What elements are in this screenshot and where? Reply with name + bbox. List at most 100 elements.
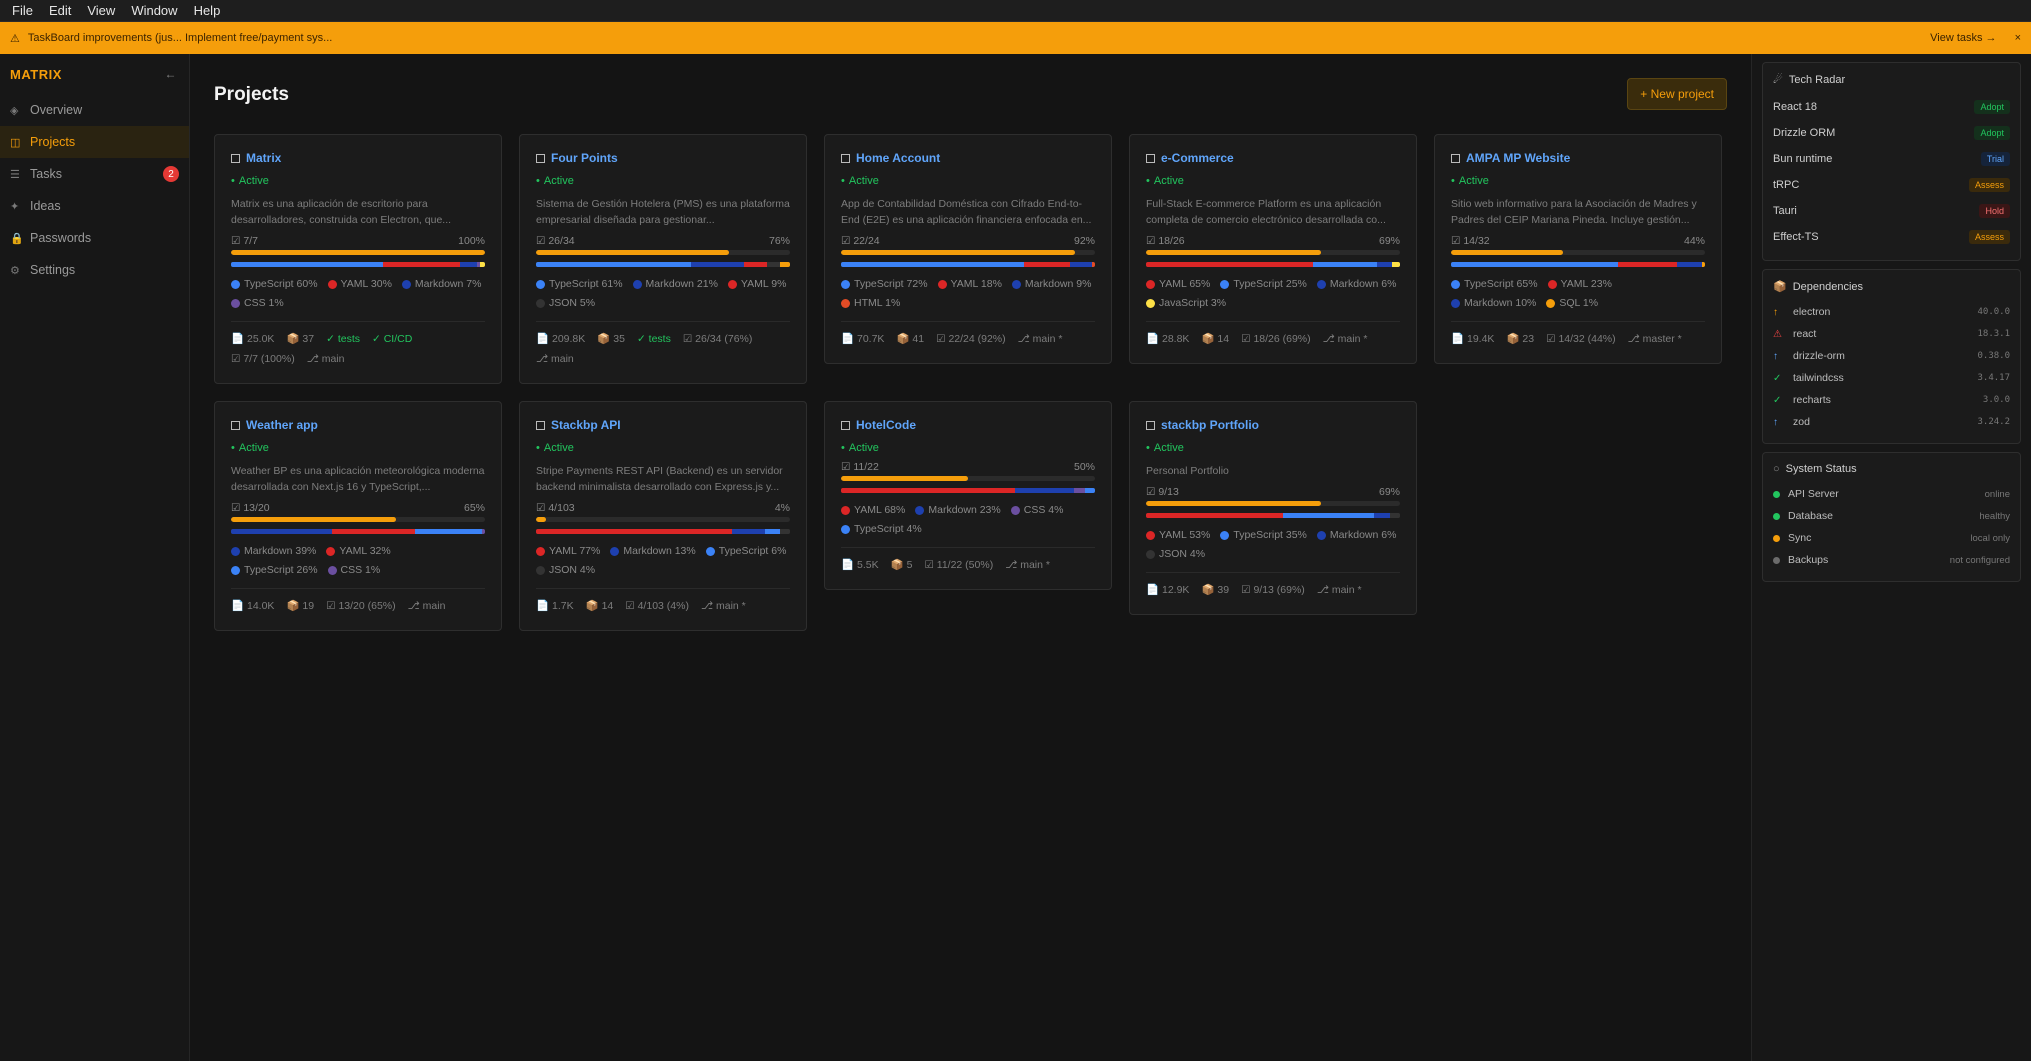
project-name[interactable]: Home Account [856,151,941,165]
language-bar [1146,513,1400,518]
project-name[interactable]: HotelCode [856,418,916,432]
meta-item: ☑ 14/32 (44%) [1546,333,1616,345]
project-name[interactable]: Weather app [246,418,318,432]
collapse-sidebar-icon[interactable]: ← [164,67,177,81]
right-panel: ☄ Tech Radar React 18 Adopt Drizzle ORM Adop… [1751,54,2031,1061]
project-name[interactable]: Matrix [246,151,282,165]
dependency-version: 0.38.0 [1977,351,2010,361]
project-title[interactable]: e-Commerce [1146,151,1400,165]
project-card[interactable]: Home Account Active App de Contabilidad … [824,134,1112,364]
project-title[interactable]: Stackbp API [536,418,790,432]
language-item: TypeScript 35% [1220,527,1307,544]
project-card[interactable]: Four Points Active Sistema de Gestión Ho… [519,134,807,384]
dependency-item[interactable]: ✓ tailwindcss 3.4.17 [1773,367,2010,389]
dependency-item[interactable]: ↑ drizzle-orm 0.38.0 [1773,345,2010,367]
language-item: YAML 68% [841,502,905,519]
language-label: CSS 1% [340,564,381,576]
new-project-button[interactable]: + New project [1627,78,1727,110]
language-segment [482,529,485,534]
project-title[interactable]: Weather app [231,418,485,432]
system-value: local only [1970,532,2010,544]
language-segment [1392,262,1400,267]
dependency-item[interactable]: ↑ electron 40.0.0 [1773,301,2010,323]
menu-edit[interactable]: Edit [48,3,72,18]
radar-item[interactable]: Drizzle ORM Adopt [1773,120,2010,146]
dependency-item[interactable]: ⚠ react 18.3.1 [1773,323,2010,345]
project-card[interactable]: AMPA MP Website Active Sitio web informa… [1434,134,1722,364]
menu-view[interactable]: View [87,3,116,18]
dependency-item[interactable]: ↑ zod 3.24.2 [1773,411,2010,433]
project-title[interactable]: Four Points [536,151,790,165]
language-item: JSON 4% [1146,546,1205,563]
language-item: YAML 9% [727,276,786,293]
sidebar-item-passwords[interactable]: 🔒 Passwords [0,222,189,254]
meta-item: 📦 37 [286,333,315,345]
project-title[interactable]: HotelCode [841,418,1095,432]
language-bar [231,262,485,267]
project-name[interactable]: stackbp Portfolio [1161,418,1260,432]
radar-item[interactable]: Tauri Hold [1773,198,2010,224]
language-label: JSON 4% [1159,548,1206,560]
project-name[interactable]: Stackbp API [551,418,621,432]
radar-item[interactable]: React 18 Adopt [1773,94,2010,120]
radar-item[interactable]: Bun runtime Trial [1773,146,2010,172]
meta-item: 📄 12.9K [1146,584,1190,596]
project-name[interactable]: Four Points [551,151,618,165]
language-dot [1316,280,1326,289]
close-banner-icon[interactable]: × [2014,32,2021,44]
banner-text[interactable]: TaskBoard improvements (jus... Implement… [27,32,333,44]
project-card[interactable]: HotelCode Active ☑ 11/22 50% YAML 68% Mark… [824,401,1112,590]
project-name[interactable]: AMPA MP Website [1466,151,1571,165]
language-dot [231,547,240,556]
dependency-item[interactable]: ✓ recharts 3.0.0 [1773,389,2010,411]
radar-status-tag: Adopt [1974,126,2010,140]
language-segment [1676,262,1703,267]
meta-item: ⎇ main [306,353,345,365]
radar-item[interactable]: tRPC Assess [1773,172,2010,198]
sidebar-item-ideas[interactable]: ✦ Ideas [0,190,189,222]
language-dot [841,299,850,308]
project-name[interactable]: e-Commerce [1161,151,1234,165]
language-dot [1451,280,1460,289]
project-title[interactable]: AMPA MP Website [1451,151,1705,165]
radar-status-tag: Trial [1980,152,2010,166]
project-card[interactable]: stackbp Portfolio Active Personal Portfo… [1129,401,1417,615]
task-progress-label: ☑ 11/22 50% [841,461,1095,473]
menu-help[interactable]: Help [193,3,221,18]
language-segment [459,262,478,267]
project-description: Stripe Payments REST API (Backend) es un… [536,465,783,493]
project-title[interactable]: stackbp Portfolio [1146,418,1400,432]
language-label: TypeScript 4% [854,523,922,535]
menu-window[interactable]: Window [131,3,178,18]
language-segment [1283,513,1375,518]
package-icon: 📦 [1773,281,1787,293]
project-card[interactable]: Stackbp API Active Stripe Payments REST … [519,401,807,631]
radar-item-name: React 18 [1773,101,1818,113]
language-dot [1546,299,1556,308]
dependency-name: react [1793,328,1817,340]
language-segment [1023,262,1070,267]
sidebar-item-tasks[interactable]: ☰ Tasks 2 [0,158,189,190]
sidebar-item-projects[interactable]: ◫ Projects [0,126,189,158]
task-count: ☑ 13/20 [231,502,270,514]
radar-item[interactable]: Effect-TS Assess [1773,224,2010,250]
brand: MATRIX ← [0,54,189,94]
task-percent: 100% [458,235,485,247]
meta-item: 📄 70.7K [841,333,885,345]
sidebar-item-settings[interactable]: ⚙ Settings [0,254,189,286]
sidebar-item-overview[interactable]: ◈ Overview [0,94,189,126]
divider [1451,321,1705,322]
project-title[interactable]: Home Account [841,151,1095,165]
view-tasks-link[interactable]: View tasks → [1930,32,1997,44]
project-card[interactable]: Matrix Active Matrix es una aplicación d… [214,134,502,384]
language-bar [536,262,790,267]
project-card[interactable]: Weather app Active Weather BP es una apl… [214,401,502,631]
language-label: TypeScript 65% [1464,278,1538,290]
project-title[interactable]: Matrix [231,151,485,165]
meta-item: ✓ CI/CD [372,333,413,345]
menu-file[interactable]: File [12,3,33,18]
project-card[interactable]: e-Commerce Active Full-Stack E-commerce … [1129,134,1417,364]
dependency-name: tailwindcss [1793,372,1844,384]
language-dot [1146,299,1155,308]
meta-item: 📄 25.0K [231,333,275,345]
